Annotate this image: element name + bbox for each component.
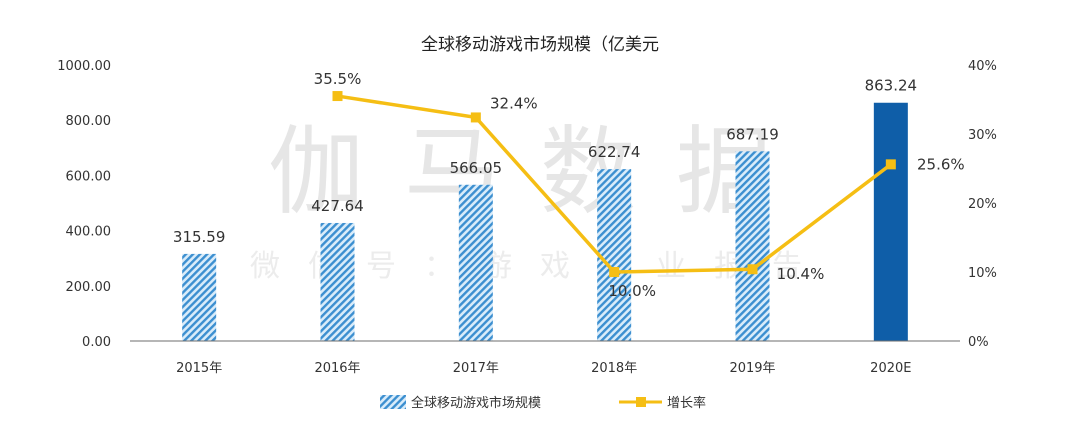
legend-line-marker	[636, 397, 646, 407]
bar-2	[320, 222, 355, 341]
bar-6	[873, 102, 908, 341]
growth-value-label: 25.6%	[917, 155, 965, 173]
y-right-tick-label: 10%	[968, 266, 997, 281]
legend-bar-swatch	[380, 395, 406, 409]
y-left-tick-label: 1000.00	[57, 59, 111, 74]
growth-marker	[885, 159, 896, 170]
bar-1	[182, 253, 217, 341]
y-left-tick-label: 0.00	[82, 335, 111, 350]
y-left-tick-label: 400.00	[66, 225, 112, 240]
growth-line-series: 35.5% 32.4% 10.0% 10.4% 25.6%	[314, 70, 965, 300]
bar-value-label: 863.24	[865, 77, 918, 95]
growth-value-label: 10.0%	[608, 282, 656, 300]
chart-title: 全球移动游戏市场规模（亿美元	[421, 35, 659, 55]
watermark-main: 伽马数据	[268, 116, 812, 228]
bar-3	[458, 184, 493, 341]
y-right-tick-label: 30%	[968, 128, 997, 143]
y-right-tick-label: 20%	[968, 197, 997, 212]
x-tick-label: 2018年	[591, 361, 637, 376]
y-axis-left: 0.00 200.00 400.00 600.00 800.00 1000.00	[57, 59, 111, 350]
bar-4	[597, 169, 632, 341]
x-axis: 2015年 2016年 2017年 2018年 2019年 2020E	[130, 340, 960, 376]
legend-bar-label: 全球移动游戏市场规模	[411, 395, 541, 411]
bar-value-label: 687.19	[726, 125, 779, 143]
y-right-tick-label: 40%	[968, 59, 997, 74]
x-tick-label: 2017年	[453, 361, 499, 376]
growth-marker	[332, 91, 343, 102]
bar-series: 315.59 427.64 566.05 622.74 687.19 863.24	[173, 77, 917, 341]
growth-value-label: 35.5%	[314, 70, 362, 88]
y-left-tick-label: 200.00	[66, 280, 112, 295]
x-tick-label: 2019年	[729, 361, 775, 376]
growth-value-label: 32.4%	[490, 94, 538, 112]
growth-marker	[470, 112, 481, 123]
y-right-tick-label: 0%	[968, 335, 989, 350]
bar-value-label: 427.64	[311, 197, 364, 215]
growth-marker	[609, 267, 620, 277]
y-axis-right: 0% 10% 20% 30% 40%	[968, 59, 997, 350]
x-tick-label: 2015年	[176, 361, 222, 376]
x-tick-label: 2016年	[314, 361, 360, 376]
growth-marker	[747, 264, 758, 275]
legend-line-label: 增长率	[667, 395, 706, 411]
bar-value-label: 566.05	[450, 159, 503, 177]
x-tick-label: 2020E	[870, 361, 911, 376]
y-left-tick-label: 600.00	[66, 169, 112, 184]
y-left-tick-label: 800.00	[66, 114, 112, 129]
bar-5	[735, 151, 770, 341]
growth-value-label: 10.4%	[777, 265, 825, 283]
bar-value-label: 315.59	[173, 228, 226, 246]
legend: 全球移动游戏市场规模 增长率	[380, 395, 706, 411]
bar-value-label: 622.74	[588, 143, 641, 161]
